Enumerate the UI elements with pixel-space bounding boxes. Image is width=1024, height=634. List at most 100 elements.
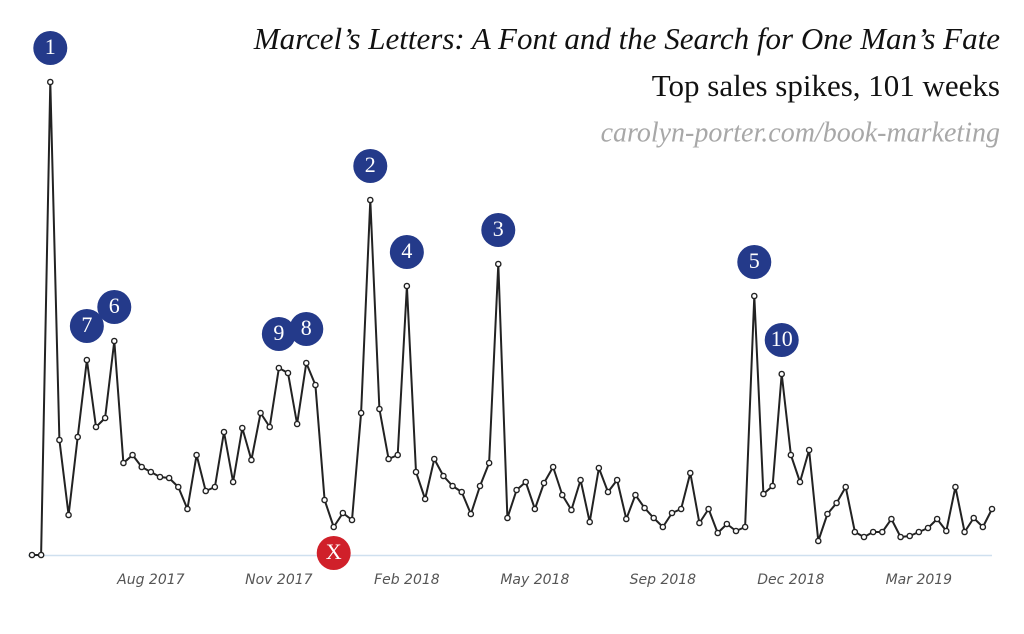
annotation-label: 5	[749, 248, 760, 273]
data-point	[604, 488, 612, 496]
annotation-label: 7	[81, 312, 92, 337]
x-tick-label: Dec 2018	[757, 572, 824, 588]
annotation-badge	[353, 149, 388, 183]
data-point	[632, 491, 639, 499]
data-point	[897, 533, 904, 541]
data-point	[467, 510, 475, 518]
annotation-badge	[289, 312, 324, 346]
data-point	[266, 423, 274, 431]
data-point	[211, 483, 219, 491]
data-point	[869, 528, 877, 536]
data-point	[741, 523, 749, 531]
data-point	[970, 514, 978, 522]
data-point	[449, 482, 456, 490]
data-point	[385, 455, 392, 463]
x-tick-label: Mar 2019	[886, 572, 953, 588]
chart-title: Marcel’s Letters: A Font and the Search …	[253, 21, 1000, 56]
data-point	[220, 428, 228, 436]
data-point	[613, 476, 621, 484]
data-point	[933, 515, 941, 523]
data-point	[760, 490, 767, 498]
annotation-badge	[389, 235, 424, 269]
data-point	[257, 409, 264, 417]
annotation-label: 2	[365, 152, 376, 177]
data-point	[504, 514, 511, 522]
annotation-label: 10	[771, 326, 793, 351]
data-point	[787, 451, 795, 459]
data-point	[641, 504, 648, 512]
data-point	[723, 520, 731, 528]
annotation-badge	[33, 31, 68, 65]
x-tick-label: Feb 2018	[374, 572, 440, 588]
data-point	[961, 528, 968, 536]
data-point	[293, 420, 301, 428]
data-point	[778, 370, 786, 378]
sales-line	[32, 81, 993, 556]
data-point	[275, 364, 283, 372]
data-point	[248, 456, 255, 464]
data-point	[595, 464, 603, 472]
data-point	[696, 519, 703, 527]
data-point	[686, 469, 694, 477]
data-point	[92, 423, 100, 431]
data-point	[750, 292, 758, 300]
data-point	[147, 468, 155, 476]
data-point	[101, 414, 109, 422]
data-point	[915, 528, 923, 536]
data-point	[942, 527, 950, 535]
data-point	[842, 483, 850, 491]
data-point	[129, 451, 136, 459]
data-point	[732, 527, 740, 535]
data-point	[366, 196, 374, 204]
data-point	[494, 260, 502, 268]
data-point	[458, 488, 466, 496]
data-point	[83, 356, 91, 364]
data-point	[860, 533, 868, 541]
data-point	[668, 509, 676, 517]
data-point	[321, 496, 328, 504]
annotation-badge	[69, 309, 104, 343]
annotation-label: 6	[109, 293, 120, 318]
data-point	[824, 510, 831, 518]
annotation-badge	[261, 317, 296, 351]
data-point	[330, 523, 338, 531]
x-tick-label: Nov 2017	[245, 572, 312, 588]
chart-source: carolyn-porter.com/book-marketing	[601, 117, 1000, 148]
x-tick-label: Sep 2018	[630, 572, 697, 588]
data-point	[339, 509, 347, 517]
data-point	[549, 463, 557, 471]
data-point	[138, 463, 146, 471]
data-point	[476, 482, 484, 490]
data-point	[430, 455, 438, 463]
data-point	[796, 478, 804, 486]
data-point	[540, 479, 548, 487]
data-point	[577, 476, 584, 484]
annotation-label: X	[326, 539, 342, 564]
annotation-badge	[316, 536, 351, 570]
data-point	[165, 474, 173, 482]
data-point	[120, 459, 127, 467]
data-point	[568, 506, 575, 514]
data-point	[558, 491, 566, 499]
chart-subtitle: Top sales spikes, 101 weeks	[652, 68, 1000, 103]
data-point	[412, 468, 420, 476]
data-point	[888, 515, 895, 523]
data-point	[485, 459, 493, 467]
annotation-badge	[764, 323, 799, 357]
data-point	[622, 515, 630, 523]
data-point	[805, 446, 813, 454]
data-point	[193, 451, 200, 459]
data-point	[74, 433, 82, 441]
data-point	[65, 511, 72, 519]
data-point	[174, 483, 182, 491]
data-point	[202, 487, 210, 495]
data-point	[650, 514, 658, 522]
data-point	[28, 551, 36, 559]
data-point	[878, 528, 886, 536]
data-point	[46, 78, 54, 86]
data-point	[184, 505, 191, 513]
data-point	[302, 359, 310, 367]
annotation-badge	[97, 290, 132, 324]
data-point	[586, 518, 594, 526]
